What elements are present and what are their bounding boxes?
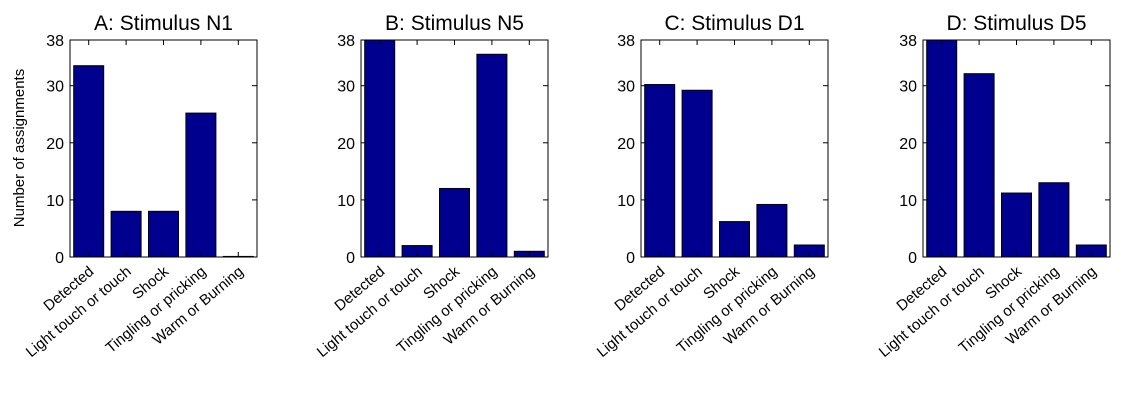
y-tick-label: 30 <box>337 79 355 96</box>
bar <box>364 39 396 258</box>
y-tick-label: 30 <box>617 79 635 96</box>
bar <box>681 89 713 258</box>
bar <box>110 210 142 258</box>
y-tick-label: 20 <box>899 136 917 153</box>
y-tick-label: 38 <box>46 33 64 50</box>
chart-title: D: Stimulus D5 <box>946 12 1086 35</box>
bar <box>185 112 217 258</box>
y-tick-label: 20 <box>46 136 64 153</box>
chart-title: A: Stimulus N1 <box>94 12 233 35</box>
y-tick-label: 0 <box>908 250 917 267</box>
y-tick-label: 10 <box>617 193 635 210</box>
bar <box>756 203 788 258</box>
y-tick-label: 38 <box>337 33 355 50</box>
bar <box>1038 182 1070 258</box>
y-tick-label: 10 <box>899 193 917 210</box>
chart-title: B: Stimulus N5 <box>385 12 524 35</box>
y-tick-label: 0 <box>55 250 64 267</box>
y-tick-label: 30 <box>899 79 917 96</box>
bar <box>1001 192 1032 258</box>
y-tick-label: 20 <box>337 136 355 153</box>
bar <box>719 221 750 258</box>
y-tick-label: 38 <box>899 33 917 50</box>
y-tick-label: 20 <box>617 136 635 153</box>
bar <box>148 210 179 258</box>
bar <box>476 53 508 258</box>
y-tick-label: 30 <box>46 79 64 96</box>
bar <box>439 187 470 258</box>
bar <box>73 65 105 258</box>
bar <box>926 39 958 258</box>
y-tick-label: 0 <box>626 250 635 267</box>
y-tick-label: 10 <box>46 193 64 210</box>
y-tick-label: 38 <box>617 33 635 50</box>
bar <box>963 73 995 258</box>
y-tick-label: 10 <box>337 193 355 210</box>
y-axis-label: Number of assignments <box>11 69 28 227</box>
bar <box>644 84 676 258</box>
chart-title: C: Stimulus D1 <box>664 12 804 35</box>
y-tick-label: 0 <box>346 250 355 267</box>
